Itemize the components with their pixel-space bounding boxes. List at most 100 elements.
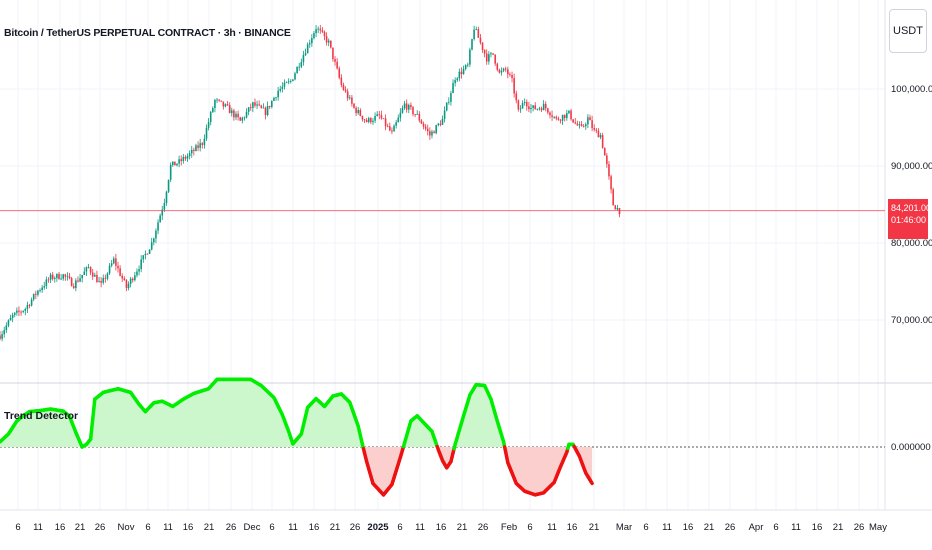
candle-body	[241, 117, 244, 121]
candle-body	[260, 105, 263, 109]
candle-body	[357, 110, 360, 114]
time-tick-label: 11	[415, 522, 425, 533]
candle-body	[127, 283, 130, 289]
candle-body	[266, 105, 269, 116]
candle-body	[112, 258, 115, 264]
candle-body	[163, 203, 166, 210]
candle-body	[169, 164, 172, 180]
candle-body	[18, 310, 20, 312]
candle-body	[203, 138, 206, 145]
candle-body	[157, 222, 159, 231]
candle-body	[454, 80, 456, 84]
candle-body	[595, 129, 598, 131]
candle-body	[334, 59, 336, 62]
candle-body	[68, 276, 71, 279]
candle-body	[614, 205, 617, 210]
candle-body	[131, 278, 134, 281]
candle-body	[443, 110, 446, 119]
candle-body	[161, 209, 164, 216]
candle-body	[262, 107, 265, 109]
candle-body	[136, 271, 138, 276]
candle-body	[125, 279, 128, 289]
candle-body	[525, 101, 528, 107]
candle-body	[391, 130, 393, 132]
candle-body	[279, 88, 282, 91]
time-tick-label: 6	[527, 522, 532, 533]
candle-body	[201, 143, 204, 145]
candle-body	[591, 120, 593, 129]
candle-body	[372, 120, 374, 123]
candle-body	[378, 114, 381, 116]
candle-body	[557, 118, 560, 120]
candle-body	[325, 36, 328, 43]
candle-body	[102, 277, 105, 283]
candle-body	[11, 314, 14, 318]
candle-body	[214, 99, 216, 109]
candle-body	[275, 97, 277, 99]
candle-body	[386, 126, 389, 127]
candle-body	[222, 101, 225, 107]
trend-fill-up	[0, 379, 593, 447]
time-tick-label: 26	[478, 522, 489, 533]
candle-body	[188, 153, 191, 157]
indicator-label[interactable]: Trend Detector	[4, 410, 79, 422]
candle-body	[100, 281, 102, 283]
time-tick-label: 26	[95, 522, 106, 533]
candle-body	[348, 97, 351, 99]
candle-body	[399, 112, 402, 118]
candle-body	[254, 102, 256, 106]
candle-body	[336, 61, 338, 69]
candle-body	[317, 28, 319, 30]
candle-body	[441, 118, 444, 125]
time-tick-label: Apr	[749, 522, 764, 533]
candle-body	[452, 83, 454, 94]
candle-body	[319, 28, 322, 31]
candle-body	[462, 68, 465, 75]
candle-body	[589, 117, 591, 121]
time-tick-label: Feb	[501, 522, 517, 533]
candle-body	[488, 54, 490, 62]
candle-body	[300, 61, 303, 67]
candle-body	[226, 104, 229, 106]
candle-body	[218, 99, 220, 101]
candle-body	[502, 68, 505, 71]
candle-body	[296, 66, 298, 74]
candle-body	[572, 119, 574, 123]
candle-body	[273, 97, 275, 101]
time-tick-label: 21	[75, 522, 86, 533]
candle-body	[485, 53, 488, 62]
symbol-title[interactable]: Bitcoin / TetherUS PERPETUAL CONTRACT · …	[4, 27, 291, 39]
candle-body	[540, 108, 543, 111]
candle-body	[35, 293, 37, 295]
candle-body	[72, 286, 75, 289]
candle-body	[363, 119, 366, 121]
candle-body	[395, 122, 397, 126]
candle-body	[380, 115, 383, 119]
candle-body	[330, 40, 332, 48]
candle-body	[28, 305, 31, 306]
trend-line-segment	[589, 479, 594, 486]
candle-body	[608, 164, 610, 177]
candle-body	[142, 255, 145, 260]
time-tick-label: 16	[183, 522, 194, 533]
candle-body	[460, 71, 463, 75]
candle-body	[159, 215, 161, 223]
candle-body	[184, 156, 187, 159]
candle-body	[439, 123, 442, 125]
candle-body	[75, 280, 77, 289]
candle-body	[197, 145, 199, 148]
currency-button[interactable]: USDT	[889, 9, 927, 53]
candle-body	[174, 161, 176, 166]
price-tick-label: 100,000.000000	[891, 84, 932, 95]
candle-body	[523, 101, 526, 104]
candle-body	[429, 131, 431, 136]
candle-body	[469, 49, 471, 65]
candle-body	[83, 271, 86, 275]
candle-body	[498, 69, 501, 73]
candle-body	[268, 105, 271, 108]
candle-body	[117, 265, 119, 269]
candle-body	[235, 113, 237, 118]
last-price-value: 84,201.000000	[891, 203, 932, 213]
candle-body	[233, 110, 235, 118]
